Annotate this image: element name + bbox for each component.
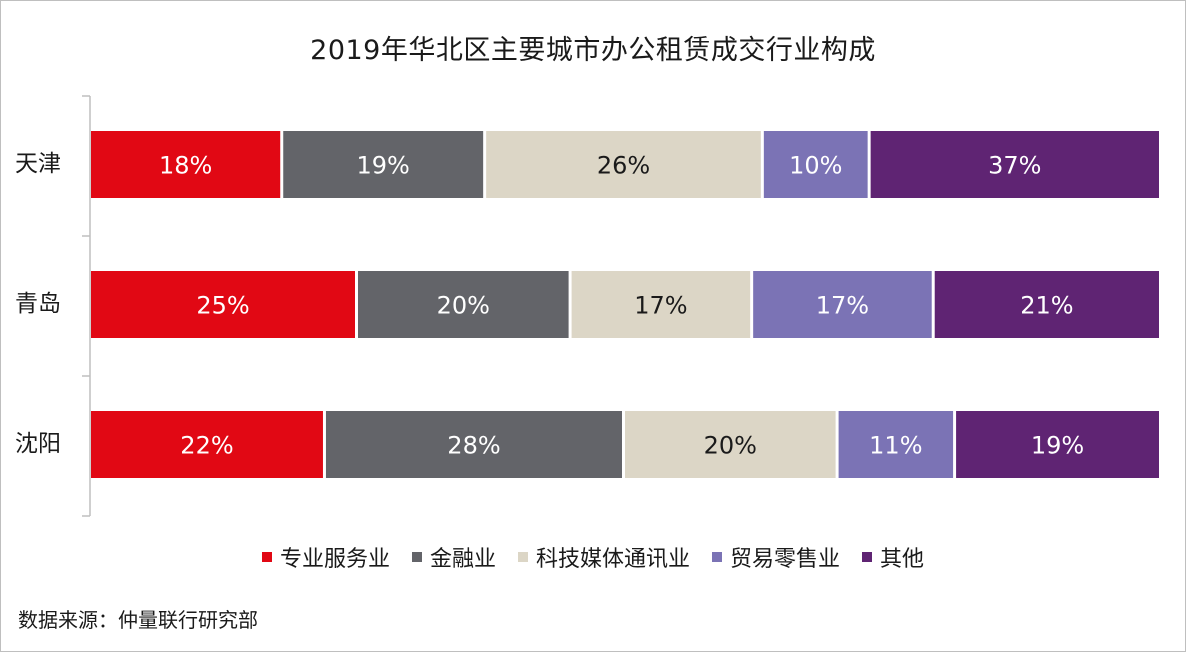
category-label: 沈阳 [15, 430, 61, 457]
data-label: 20% [437, 292, 490, 320]
category-label: 天津 [15, 150, 61, 177]
legend-label: 科技媒体通讯业 [535, 547, 690, 572]
bar-segment [838, 411, 954, 478]
chart-title: 2019年华北区主要城市办公租赁成交行业构成 [310, 35, 876, 66]
legend-label: 贸易零售业 [730, 547, 841, 572]
bar-segment [753, 271, 932, 338]
data-label: 19% [1031, 432, 1084, 460]
bar-segment [934, 271, 1159, 338]
data-label: 25% [196, 292, 249, 320]
legend-item: 科技媒体通讯业 [517, 541, 690, 573]
bar-segment [571, 271, 751, 338]
legend-item: 其他 [862, 541, 924, 573]
legend-item: 贸易零售业 [712, 541, 840, 573]
data-label: 26% [597, 152, 650, 180]
bar-segment [283, 131, 484, 198]
legend-label: 金融业 [429, 547, 496, 572]
legend-item: 金融业 [411, 541, 496, 573]
bar-segment [763, 131, 868, 198]
data-label: 19% [357, 152, 410, 180]
legend-swatch [712, 552, 722, 562]
legend-swatch [862, 552, 873, 562]
legend-swatch [517, 552, 528, 562]
legend-swatch [261, 552, 272, 562]
bar-segment [625, 411, 836, 478]
data-label: 10% [789, 152, 842, 180]
bar-segment [486, 131, 761, 198]
bar-segment [91, 411, 323, 478]
data-label: 20% [704, 432, 757, 460]
data-label: 17% [634, 292, 687, 320]
bar-segment [956, 411, 1159, 478]
source-note: 数据来源：仲量联行研究部 [18, 608, 258, 632]
bar-segment [91, 271, 355, 338]
legend-item: 专业服务业 [261, 541, 390, 573]
data-label: 37% [988, 152, 1041, 180]
bar-segment [870, 131, 1159, 198]
bar-segment [91, 131, 281, 198]
data-label: 11% [869, 432, 922, 460]
legend: 专业服务业 金融业 科技媒体通讯业 贸易零售业 其他 [0, 541, 1186, 573]
bar-segment [325, 411, 622, 478]
legend-label: 专业服务业 [279, 547, 390, 572]
data-label: 22% [180, 432, 233, 460]
legend-swatch [411, 552, 422, 562]
category-label: 青岛 [15, 290, 61, 317]
data-label: 28% [447, 432, 500, 460]
data-label: 18% [159, 152, 212, 180]
bar-segment [358, 271, 569, 338]
legend-label: 其他 [880, 547, 925, 572]
data-label: 21% [1020, 292, 1073, 320]
data-label: 17% [816, 292, 869, 320]
